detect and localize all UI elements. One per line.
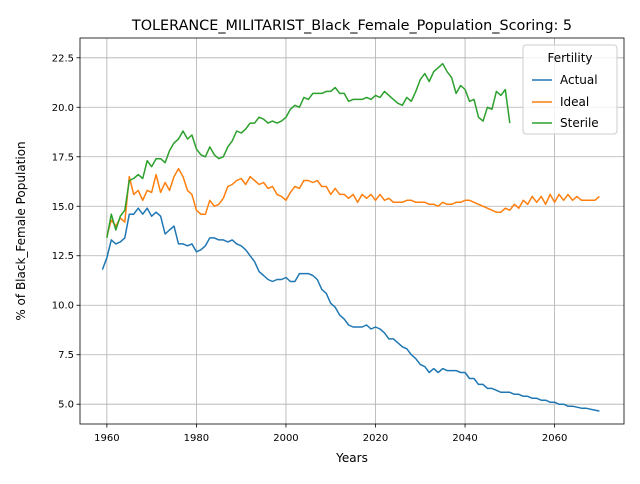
legend-label-actual: Actual	[560, 73, 598, 87]
series-line-sterile	[106, 62, 511, 239]
x-tick-label: 2040	[452, 433, 477, 444]
x-tick-label: 2060	[542, 433, 567, 444]
legend-title: Fertility	[547, 51, 592, 65]
x-tick-label: 1980	[184, 433, 209, 444]
series-lines	[101, 62, 600, 412]
legend: Fertility Actual Ideal Sterile	[522, 44, 618, 135]
chart-title: TOLERANCE_MILITARIST_Black_Female_Popula…	[131, 18, 572, 34]
x-tick-label: 1960	[94, 433, 119, 444]
y-tick-label: 10.0	[52, 301, 74, 312]
y-tick-label: 17.5	[52, 152, 74, 163]
x-axis-label: Years	[335, 451, 368, 465]
y-tick-label: 5.0	[58, 400, 74, 411]
legend-label-ideal: Ideal	[560, 95, 589, 109]
y-tick-label: 20.0	[52, 103, 74, 114]
y-tick-label: 7.5	[58, 350, 74, 361]
x-tick-label: 2020	[363, 433, 388, 444]
y-tick-label: 22.5	[52, 53, 74, 64]
gridlines	[80, 38, 624, 424]
legend-label-sterile: Sterile	[560, 116, 599, 130]
axis-ticks: 1960 1980 2000 2020 2040 2060 5.0 7.5 10.0 12.5 15…	[52, 53, 568, 444]
legend-box	[522, 44, 618, 135]
y-tick-label: 15.0	[52, 202, 74, 213]
x-tick-label: 2000	[273, 433, 298, 444]
y-axis-label: % of Black_Female Population	[14, 141, 28, 320]
series-line-actual	[101, 207, 600, 412]
y-tick-label: 12.5	[52, 251, 74, 262]
series-line-ideal	[106, 167, 600, 237]
plot-frame	[79, 37, 625, 425]
